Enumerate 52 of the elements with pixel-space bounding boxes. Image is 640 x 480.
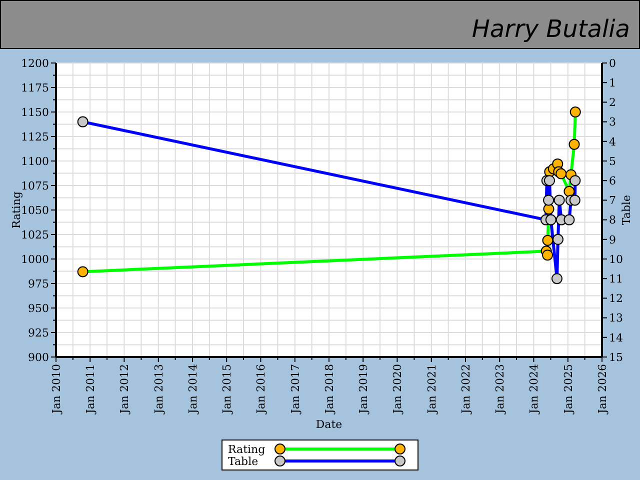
chart-title: Harry Butalia <box>472 15 630 43</box>
x-tick-label: Jan 2013 <box>152 364 166 415</box>
y-tick-label: 1000 <box>21 252 49 266</box>
x-tick-label: Jan 2026 <box>596 364 609 415</box>
y-tick-label: 1125 <box>21 130 49 144</box>
y-tick-label: 1150 <box>21 106 49 119</box>
y-tick-label: 1100 <box>21 154 49 168</box>
x-tick-label: Jan 2019 <box>356 364 370 415</box>
y-tick-label: 925 <box>28 326 49 340</box>
y-tick-label: 1050 <box>21 204 49 217</box>
y-tick-label: 900 <box>28 350 49 364</box>
y2-tick-label: 4 <box>609 135 616 148</box>
y2-tick-label: 8 <box>609 214 616 227</box>
y2-tick-label: 13 <box>609 312 623 325</box>
x-tick-label: Jan 2016 <box>254 364 268 415</box>
y2-tick-label: 12 <box>609 292 623 306</box>
y-tick-label: 1075 <box>21 179 49 192</box>
legend-label: Table <box>228 454 258 468</box>
x-tick-label: Jan 2011 <box>84 364 97 415</box>
y2-tick-label: 9 <box>609 233 616 246</box>
y-tick-label: 950 <box>28 302 49 315</box>
x-tick-label: Jan 2010 <box>50 364 63 415</box>
y2-tick-label: 3 <box>609 116 616 129</box>
x-tick-label: Jan 2022 <box>459 364 472 415</box>
x-tick-label: Jan 2025 <box>562 364 575 415</box>
x-tick-label: Jan 2012 <box>118 364 132 415</box>
legend-label: Rating <box>228 442 266 456</box>
y-axis-title: Rating <box>10 191 23 229</box>
y2-tick-label: 6 <box>609 174 616 188</box>
y-tick-label: 975 <box>28 277 49 290</box>
y2-tick-label: 2 <box>609 96 616 110</box>
x-tick-label: Jan 2018 <box>322 364 336 415</box>
x-axis-title: Date <box>316 418 342 431</box>
y2-tick-label: 10 <box>609 252 623 266</box>
y2-tick-label: 11 <box>609 272 623 286</box>
y2-tick-label: 14 <box>609 331 623 344</box>
y2-tick-label: 7 <box>609 194 616 208</box>
y2-tick-label: 5 <box>609 154 616 168</box>
y2-tick-label: 0 <box>609 56 616 70</box>
x-tick-label: Jan 2024 <box>528 364 541 415</box>
y-tick-label: 1025 <box>21 228 49 242</box>
y2-tick-label: 1 <box>609 76 616 90</box>
x-tick-label: Jan 2020 <box>391 364 404 415</box>
x-tick-label: Jan 2023 <box>493 364 506 415</box>
x-tick-label: Jan 2014 <box>186 364 200 415</box>
x-tick-label: Jan 2015 <box>220 364 234 415</box>
x-tick-label: Jan 2021 <box>425 364 438 415</box>
y-tick-label: 1175 <box>21 81 49 94</box>
x-tick-label: Jan 2017 <box>288 364 302 415</box>
y2-tick-label: 15 <box>609 350 623 364</box>
y-tick-label: 1200 <box>21 56 49 70</box>
y2-axis-title: Table <box>620 194 633 226</box>
